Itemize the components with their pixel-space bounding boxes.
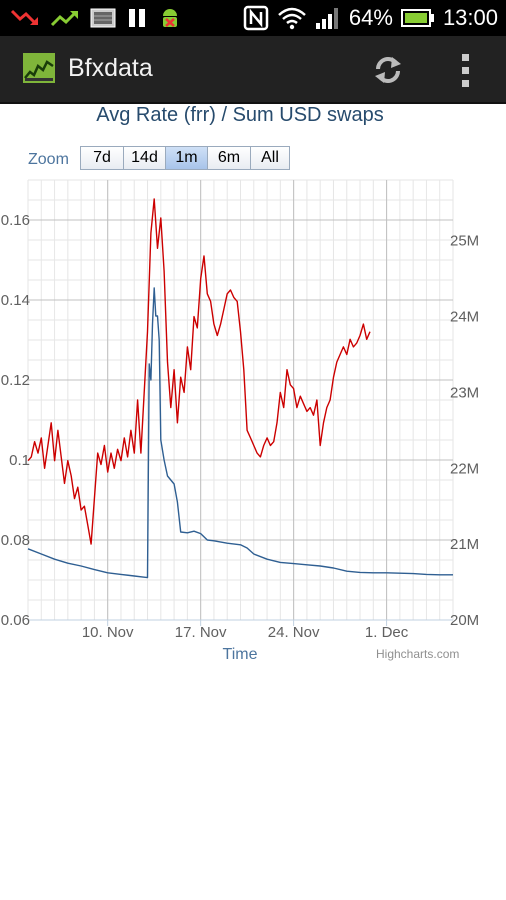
chart-title: Avg Rate (frr) / Sum USD swaps	[96, 104, 384, 126]
y-left-tick-label: 0.1	[9, 452, 30, 469]
status-bar: 64% 13:00	[0, 0, 506, 36]
battery-percent: 64%	[348, 5, 393, 30]
y-right-tick-label: 23M	[450, 384, 479, 401]
y-right-tick-label: 21M	[450, 536, 479, 553]
y-right-tick-label: 24M	[450, 309, 479, 326]
battery-icon	[400, 9, 434, 27]
y-axis-left: 0.06 0.08 0.1 0.12 0.14 0.16	[1, 212, 30, 629]
gallery-icon	[90, 8, 116, 28]
chart-series	[27, 198, 453, 579]
series-line-avg-rate[interactable]	[27, 287, 453, 579]
x-tick-label: 10. Nov	[82, 624, 134, 641]
bfxdata-chart-logo-icon	[23, 53, 55, 83]
y-left-tick-label: 0.08	[1, 532, 30, 549]
zoom-1m-button[interactable]: 1m	[165, 146, 208, 170]
app-title: Bfxdata	[68, 54, 153, 82]
pause-icon	[129, 9, 145, 27]
y-right-tick-label: 22M	[450, 460, 479, 477]
zoom-6m-button[interactable]: 6m	[207, 146, 251, 170]
y-axis-right: 20M 21M 22M 23M 24M 25M	[450, 233, 479, 629]
action-bar: Bfxdata	[0, 36, 506, 104]
trend-up-icon	[50, 10, 78, 27]
zoom-label: Zoom	[28, 151, 69, 168]
wifi-icon	[278, 7, 306, 30]
clock: 13:00	[442, 5, 498, 30]
y-right-tick-label: 25M	[450, 233, 479, 250]
android-debug-icon	[163, 9, 177, 27]
zoom-7d-button[interactable]: 7d	[80, 146, 124, 170]
y-left-tick-label: 0.12	[1, 372, 30, 389]
overflow-menu-icon[interactable]	[452, 50, 480, 90]
trend-down-icon	[10, 9, 38, 26]
x-tick-label: 24. Nov	[268, 624, 320, 641]
y-left-tick-label: 0.16	[1, 212, 30, 229]
chart-grid	[27, 179, 454, 621]
x-axis: 10. Nov 17. Nov 24. Nov 1. Dec	[82, 620, 409, 641]
refresh-icon[interactable]	[370, 52, 406, 88]
y-left-tick-label: 0.06	[1, 612, 30, 629]
x-tick-label: 1. Dec	[365, 624, 409, 641]
x-tick-label: 17. Nov	[175, 624, 227, 641]
zoom-button-group: 7d 14d 1m 6m All	[80, 146, 290, 170]
x-axis-title: Time	[222, 646, 258, 663]
zoom-14d-button[interactable]: 14d	[123, 146, 166, 170]
signal-icon	[315, 8, 338, 29]
series-line-usd-swaps[interactable]	[27, 198, 371, 545]
zoom-all-button[interactable]: All	[250, 146, 290, 170]
y-right-tick-label: 20M	[450, 612, 479, 629]
nfc-icon	[243, 5, 269, 31]
highcharts-credits[interactable]: Highcharts.com	[376, 647, 460, 661]
y-left-tick-label: 0.14	[1, 292, 30, 309]
